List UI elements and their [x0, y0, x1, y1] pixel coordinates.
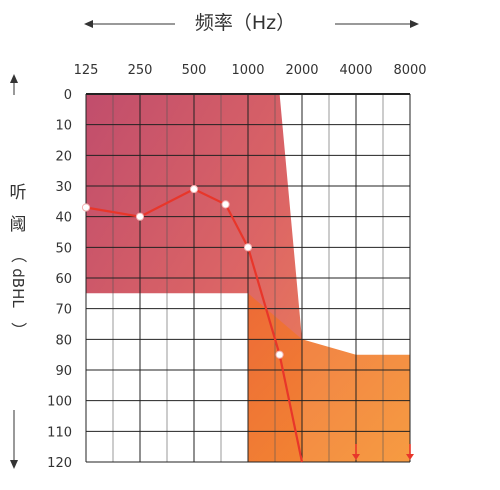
no-response-arrow-head [352, 454, 360, 460]
x-tick-label: 4000 [339, 63, 372, 78]
x-tick-label: 8000 [393, 63, 426, 78]
x-tick-label: 125 [74, 63, 99, 78]
x-tick-label: 250 [128, 63, 153, 78]
y-tick-label: 120 [47, 456, 72, 471]
x-axis-title: 频率（Hz） [195, 12, 295, 34]
y-tick-label: 70 [55, 303, 72, 318]
axis-labels: 125 250 500 1000 2000 4000 8000 0 10 20 30 40 50 60 70… [47, 63, 426, 471]
x-tick-label: 1000 [231, 63, 264, 78]
data-point [135, 212, 145, 221]
data-point [275, 350, 284, 359]
series [81, 184, 414, 463]
y-tick-label: 100 [47, 395, 72, 410]
data-point [81, 203, 91, 212]
y-tick-label: 0 [64, 88, 72, 103]
y-tick-label: 40 [55, 211, 72, 226]
y-tick-label: 10 [55, 119, 72, 134]
y-axis-title-char-2: 阈 [10, 215, 27, 235]
data-point [243, 243, 253, 252]
y-tick-label: 90 [55, 364, 72, 379]
y-tick-label: 80 [55, 333, 72, 348]
data-point [221, 200, 230, 209]
y-tick-label: 110 [47, 425, 72, 440]
y-axis-title-unit: dBHL [9, 268, 27, 308]
y-tick-label: 20 [55, 149, 72, 164]
x-tick-label: 500 [182, 63, 207, 78]
y-axis-title-char-1: 听 [10, 183, 27, 203]
no-response-arrow-head [406, 454, 414, 460]
data-point [189, 184, 199, 194]
y-axis-title-char-3: （ [9, 247, 28, 263]
x-tick-label: 2000 [285, 63, 318, 78]
y-tick-label: 60 [55, 272, 72, 287]
grid [85, 93, 411, 463]
y-axis-title-char-5: ） [9, 322, 28, 338]
y-tick-label: 50 [55, 241, 72, 256]
y-tick-label: 30 [55, 180, 72, 195]
